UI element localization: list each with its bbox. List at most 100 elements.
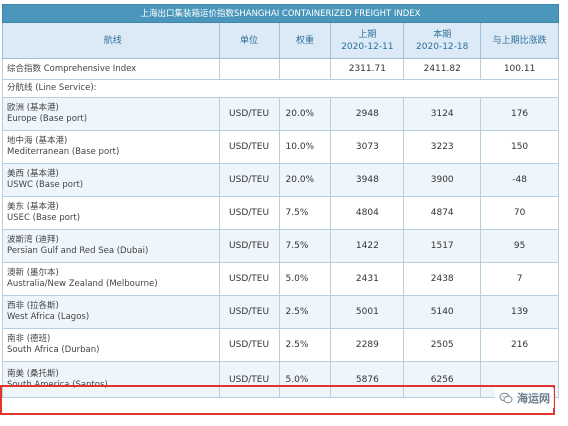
weight-value: 2.5% <box>285 340 309 350</box>
route-en: South America (Santos) <box>7 379 108 390</box>
header-unit-label: 单位 <box>240 35 259 46</box>
change-cell: 70 <box>481 197 559 230</box>
composite-label-cell: 综合指数 Comprehensive Index <box>3 59 220 80</box>
prev-cell: 2289 <box>331 329 405 362</box>
weight-cell: 7.5% <box>279 230 332 263</box>
weight-cell: 5.0% <box>279 362 332 398</box>
composite-change: 100.11 <box>503 64 536 74</box>
weight-value: 7.5% <box>285 241 309 251</box>
prev-value: 4804 <box>355 208 379 218</box>
change-cell: 216 <box>481 329 559 362</box>
composite-label: 综合指数 Comprehensive Index <box>7 63 137 74</box>
composite-curr-cell: 2411.82 <box>404 59 482 80</box>
weight-value: 5.0% <box>285 374 309 385</box>
route-en: Mediterranean (Base port) <box>7 147 120 157</box>
curr-value: 3124 <box>430 109 454 119</box>
prev-cell: 1422 <box>331 230 405 263</box>
change-value: 70 <box>513 208 526 218</box>
route-en: Persian Gulf and Red Sea (Dubai) <box>7 246 149 256</box>
curr-value: 5140 <box>430 307 454 317</box>
unit-value: USD/TEU <box>229 208 270 218</box>
table-row: 西非 (拉各斯) West Africa (Lagos) USD/TEU 2.5% 50… <box>2 296 559 329</box>
unit-value: USD/TEU <box>229 142 270 152</box>
unit-cell: USD/TEU <box>219 197 280 230</box>
unit-value: USD/TEU <box>229 374 270 385</box>
table-row: 南美 (桑托斯) South America (Santos) USD/TEU 5.0… <box>2 362 559 398</box>
curr-cell: 4874 <box>404 197 482 230</box>
unit-value: USD/TEU <box>229 241 270 251</box>
table-row: 美东 (基本港) USEC (Base port) USD/TEU 7.5% 4804 4… <box>2 197 559 230</box>
curr-value: 3900 <box>430 175 454 185</box>
unit-cell: USD/TEU <box>219 164 280 197</box>
prev-cell: 2948 <box>331 98 405 131</box>
prev-cell: 5876 <box>331 362 405 398</box>
table-row: 波斯湾 (迪拜) Persian Gulf and Red Sea (Dubai)… <box>2 230 559 263</box>
curr-value: 3223 <box>430 142 454 152</box>
prev-cell: 2431 <box>331 263 405 296</box>
route-cell: 西非 (拉各斯) West Africa (Lagos) <box>3 296 220 329</box>
header-weight-label: 权重 <box>295 35 314 46</box>
line-service-cell: 分航线 (Line Service): <box>3 80 559 98</box>
prev-value: 2948 <box>355 109 379 119</box>
change-cell: 95 <box>481 230 559 263</box>
composite-prev: 2311.71 <box>348 64 386 74</box>
route-cn: 欧洲 (基本港) <box>7 103 59 113</box>
route-cell: 美西 (基本港) USWC (Base port) <box>3 164 220 197</box>
weight-value: 20.0% <box>285 109 315 119</box>
change-cell: 150 <box>481 131 559 164</box>
table-row: 美西 (基本港) USWC (Base port) USD/TEU 20.0% 3948… <box>2 164 559 197</box>
prev-value: 3073 <box>355 142 379 152</box>
route-cn: 南非 (德班) <box>7 334 51 344</box>
curr-cell: 6256 <box>404 362 482 398</box>
composite-row: 综合指数 Comprehensive Index 2311.71 2411.82… <box>2 59 559 80</box>
composite-change-cell: 100.11 <box>481 59 559 80</box>
prev-value: 5001 <box>355 307 379 317</box>
unit-cell: USD/TEU <box>219 362 280 398</box>
route-cn: 西非 (拉各斯) <box>7 301 59 311</box>
weight-value: 2.5% <box>285 307 309 317</box>
weight-value: 20.0% <box>285 175 315 185</box>
header-prev: 上期 2020-12-11 <box>331 23 405 59</box>
unit-cell: USD/TEU <box>219 230 280 263</box>
weight-cell: 5.0% <box>279 263 332 296</box>
unit-value: USD/TEU <box>229 274 270 284</box>
curr-value: 6256 <box>430 374 454 385</box>
composite-unit-cell <box>219 59 280 80</box>
prev-value: 1422 <box>355 241 379 251</box>
prev-cell: 5001 <box>331 296 405 329</box>
freight-index-table: 上海出口集装箱运价指数SHANGHAI CONTAINERIZED FREIGH… <box>2 4 559 398</box>
prev-value: 3948 <box>355 175 379 185</box>
prev-cell: 3948 <box>331 164 405 197</box>
table-title: 上海出口集装箱运价指数SHANGHAI CONTAINERIZED FREIGH… <box>2 4 559 23</box>
change-value: -48 <box>512 175 527 185</box>
table-row: 澳新 (墨尔本) Australia/New Zealand (Melbourne… <box>2 263 559 296</box>
change-value: 216 <box>510 340 529 350</box>
route-en: West Africa (Lagos) <box>7 312 90 322</box>
line-service-row: 分航线 (Line Service): <box>2 80 559 98</box>
composite-weight-cell <box>279 59 332 80</box>
weight-cell: 7.5% <box>279 197 332 230</box>
change-cell: 176 <box>481 98 559 131</box>
route-en: USEC (Base port) <box>7 213 81 223</box>
curr-cell: 3223 <box>404 131 482 164</box>
change-value: 139 <box>510 307 529 317</box>
curr-cell: 2505 <box>404 329 482 362</box>
prev-cell: 3073 <box>331 131 405 164</box>
header-prev-date: 2020-12-11 <box>341 41 394 52</box>
header-weight: 权重 <box>279 23 332 59</box>
weight-value: 5.0% <box>285 274 309 284</box>
curr-cell: 3124 <box>404 98 482 131</box>
unit-value: USD/TEU <box>229 307 270 317</box>
change-cell: 139 <box>481 296 559 329</box>
unit-value: USD/TEU <box>229 175 270 185</box>
header-change-label: 与上期比涨跌 <box>492 35 547 46</box>
unit-cell: USD/TEU <box>219 98 280 131</box>
header-curr: 本期 2020-12-18 <box>404 23 482 59</box>
wechat-icon <box>499 392 513 404</box>
curr-cell: 3900 <box>404 164 482 197</box>
route-cell: 欧洲 (基本港) Europe (Base port) <box>3 98 220 131</box>
header-curr-date: 2020-12-18 <box>416 41 469 52</box>
change-value: 95 <box>513 241 526 251</box>
prev-value: 2289 <box>355 340 379 350</box>
route-cn: 地中海 (基本港) <box>7 136 68 146</box>
